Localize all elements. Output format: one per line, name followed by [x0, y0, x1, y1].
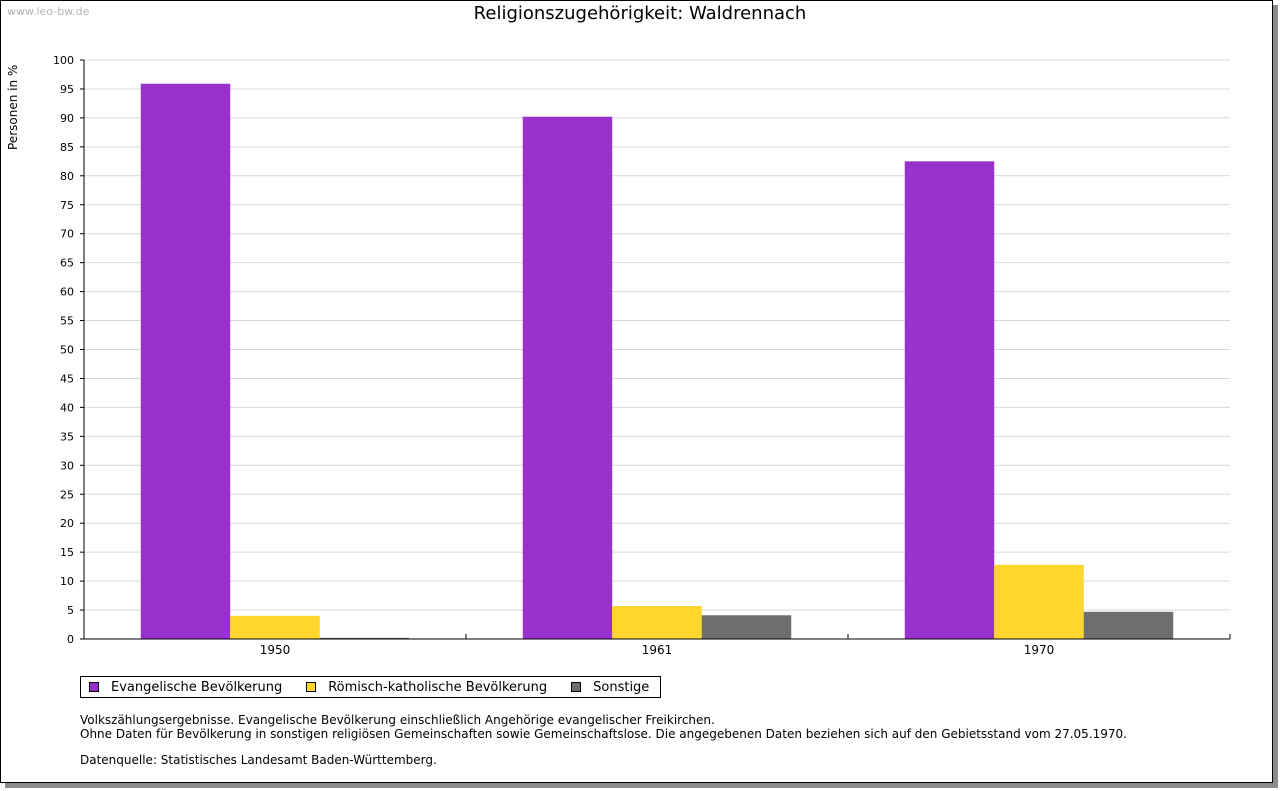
data-source: Datenquelle: Statistisches Landesamt Bad… [80, 753, 437, 767]
legend: Evangelische Bevölkerung Römisch-katholi… [80, 676, 662, 698]
bar-1961-sonstige [701, 615, 792, 639]
y-tick-label-50: 50 [60, 344, 74, 357]
y-tick-label-70: 70 [60, 228, 74, 241]
y-tick-label-85: 85 [60, 141, 74, 154]
legend-label-katholisch: Römisch-katholische Bevölkerung [328, 679, 548, 695]
y-tick-label-20: 20 [60, 517, 74, 530]
y-tick-label-30: 30 [60, 459, 74, 472]
note-line-1: Volkszählungsergebnisse. Evangelische Be… [80, 713, 715, 727]
bar-1970-sonstige [1083, 611, 1174, 639]
y-tick-label-45: 45 [60, 372, 74, 385]
bar-1961-evangelische [522, 116, 613, 639]
bar-1950-sonstige [319, 637, 410, 639]
bar-1950-römisch-katholische [230, 615, 320, 639]
grid-lines [84, 59, 1230, 611]
y-tick-label-35: 35 [60, 430, 74, 443]
y-tick-label-0: 0 [67, 633, 74, 646]
y-tick-label-90: 90 [60, 112, 74, 125]
y-tick-label-25: 25 [60, 488, 74, 501]
legend-swatch-evangelisch [89, 682, 99, 692]
y-tick-label-10: 10 [60, 575, 74, 588]
bar-chart: 0 5 10 15 20 25 30 35 40 45 50 55 60 65 70 75 80 85 90 95 10… [53, 54, 1231, 657]
x-tick-label-1970: 1970 [1024, 643, 1055, 657]
chart-title: Religionszugehörigkeit: Waldrennach [473, 3, 807, 24]
y-tick-label-80: 80 [60, 170, 74, 183]
bar-1970-römisch-katholische [994, 564, 1084, 639]
legend-item-sonstige: Sonstige [571, 680, 649, 695]
y-tick-label-65: 65 [60, 257, 74, 270]
note-line-2: Ohne Daten für Bevölkerung in sonstigen … [80, 727, 1127, 741]
y-tick-label-15: 15 [60, 546, 74, 559]
legend-swatch-katholisch [306, 682, 317, 692]
bar-1961-römisch-katholische [612, 605, 702, 639]
legend-swatch-sonstige [571, 682, 582, 692]
y-tick-label-40: 40 [60, 401, 74, 414]
watermark: www.leo-bw.de [7, 5, 90, 18]
bar-1950-evangelische [140, 83, 231, 639]
x-tick-label-1961: 1961 [642, 643, 673, 657]
y-tick-label-75: 75 [60, 199, 74, 212]
y-tick-label-55: 55 [60, 315, 74, 328]
bars [140, 83, 1174, 639]
legend-label-evangelisch: Evangelische Bevölkerung [111, 679, 283, 695]
axes: 0 5 10 15 20 25 30 35 40 45 50 55 60 65 70 75 80 85 90 95 10… [53, 54, 1231, 657]
y-tick-label-95: 95 [60, 83, 74, 96]
legend-item-katholisch: Römisch-katholische Bevölkerung [306, 680, 547, 695]
legend-item-evangelisch: Evangelische Bevölkerung [89, 680, 282, 695]
x-tick-label-1950: 1950 [260, 643, 291, 657]
y-tick-label-60: 60 [60, 286, 74, 299]
y-tick-label-100: 100 [53, 54, 74, 67]
legend-label-sonstige: Sonstige [593, 679, 650, 695]
bar-1970-evangelische [904, 161, 995, 639]
y-tick-label-5: 5 [67, 604, 74, 617]
